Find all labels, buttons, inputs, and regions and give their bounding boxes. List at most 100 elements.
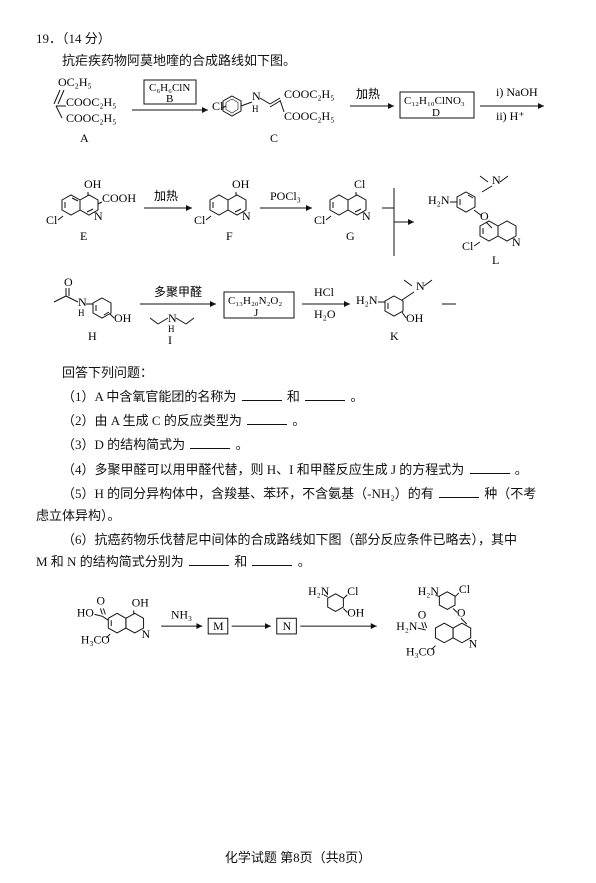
question-number: 19．（14 分） <box>36 28 560 50</box>
svg-text:B: B <box>166 93 173 105</box>
svg-text:HO: HO <box>77 606 94 619</box>
scheme4-svg: HO O OH H₃CO N NH₃ M N H₂N Cl OH <box>73 583 524 677</box>
arrow-A-to-C: C₆H₆ClN B <box>132 80 208 113</box>
compound-G: Cl Cl N G <box>314 177 371 243</box>
scheme-row-2: OH COOH Cl N E 加热 OH Cl N F POCl₃ <box>36 170 560 266</box>
svg-text:Cl: Cl <box>347 585 359 598</box>
svg-text:D: D <box>432 107 440 119</box>
svg-text:C: C <box>270 131 278 145</box>
svg-text:O: O <box>457 606 466 619</box>
svg-text:OH: OH <box>84 177 102 191</box>
svg-text:HCl: HCl <box>314 285 335 299</box>
svg-text:N: N <box>94 209 103 223</box>
compound-H: O N H OH H <box>54 275 132 343</box>
arrow-D-next: i) NaOH ii) H⁺ <box>480 85 544 123</box>
q1-blank-2[interactable] <box>305 389 345 401</box>
scheme-row-1: OC₂H₅ COOC₂H₅ COOC₂H₅ A C₆H₆ClN B Cl N H… <box>36 76 560 162</box>
q6-blank-1[interactable] <box>189 554 229 566</box>
q5-text-b: 种（不考 <box>484 486 536 501</box>
svg-text:COOC₂H₅: COOC₂H₅ <box>66 95 116 109</box>
svg-text:H₃CO: H₃CO <box>406 646 435 659</box>
q6-text-c: 和 <box>234 554 247 569</box>
svg-text:COOH: COOH <box>102 191 136 205</box>
svg-text:N: N <box>362 209 371 223</box>
q3-text-a: （3）D 的结构简式为 <box>62 437 185 452</box>
compound-J: C₁₃H₂₀N₂O₂ J <box>224 292 294 319</box>
q4-text-b: 。 <box>515 462 528 477</box>
svg-text:N: N <box>78 295 87 309</box>
svg-text:C₁₂H₁₀ClNO₃: C₁₂H₁₀ClNO₃ <box>404 95 465 107</box>
svg-text:H₂N: H₂N <box>417 585 439 598</box>
svg-text:F: F <box>226 229 233 243</box>
arrow-C-to-D: 加热 <box>350 87 394 109</box>
svg-text:Cl: Cl <box>354 177 366 191</box>
svg-text:多聚甲醛: 多聚甲醛 <box>154 284 202 299</box>
compound-A: OC₂H₅ COOC₂H₅ COOC₂H₅ A <box>54 76 116 145</box>
question-6-cont: M 和 N 的结构简式分别为 和 。 <box>36 551 560 573</box>
svg-text:加热: 加热 <box>154 189 178 203</box>
page-footer: 化学试题 第8页（共8页） <box>0 847 596 869</box>
svg-text:K: K <box>390 329 399 343</box>
arrow-F-to-G: POCl₃ <box>260 189 312 211</box>
svg-text:i) NaOH: i) NaOH <box>496 85 538 99</box>
svg-text:O: O <box>417 608 426 621</box>
q5-text-a: （5）H 的同分异构体中，含羧基、苯环，不含氨基（-NH₂）的有 <box>62 486 434 501</box>
svg-text:N: N <box>141 628 150 641</box>
svg-text:N: N <box>492 173 501 187</box>
svg-text:J: J <box>254 307 259 319</box>
q6-text-a: （6）抗癌药物乐伐替尼中间体的合成路线如下图（部分反应条件已略去），其中 <box>62 532 517 547</box>
compound-C: Cl N H COOC₂H₅ COOC₂H₅ C <box>212 87 334 145</box>
svg-text:Cl: Cl <box>462 239 474 253</box>
svg-text:ii) H⁺: ii) H⁺ <box>496 109 525 123</box>
arrow-J-to-K: HCl H₂O <box>302 285 350 321</box>
svg-text:N: N <box>168 311 177 325</box>
svg-text:COOC₂H₅: COOC₂H₅ <box>66 111 116 125</box>
svg-text:N: N <box>416 279 425 293</box>
q6-blank-2[interactable] <box>252 554 292 566</box>
scheme2-svg: OH COOH Cl N E 加热 OH Cl N F POCl₃ <box>36 170 560 266</box>
question-5-cont: 虑立体异构）。 <box>36 505 560 527</box>
svg-text:O: O <box>96 595 105 608</box>
svg-text:Cl: Cl <box>194 213 206 227</box>
q6-text-d: 。 <box>298 554 311 569</box>
svg-text:H: H <box>252 104 259 114</box>
scheme-row-4: HO O OH H₃CO N NH₃ M N H₂N Cl OH <box>36 583 560 677</box>
q4-blank[interactable] <box>470 461 510 473</box>
q2-text-a: （2）由 A 生成 C 的反应类型为 <box>62 413 242 428</box>
svg-text:OC₂H₅: OC₂H₅ <box>58 76 92 89</box>
q3-blank[interactable] <box>190 437 230 449</box>
q2-blank[interactable] <box>247 413 287 425</box>
svg-text:H₂O: H₂O <box>314 307 336 321</box>
svg-text:Cl: Cl <box>212 99 224 113</box>
question-5: （5）H 的同分异构体中，含羧基、苯环，不含氨基（-NH₂）的有 种（不考 <box>36 483 560 505</box>
q1-text-c: 。 <box>350 389 363 404</box>
svg-text:C₁₃H₂₀N₂O₂: C₁₃H₂₀N₂O₂ <box>228 295 282 307</box>
q4-text-a: （4）多聚甲醛可以用甲醛代替，则 H、I 和甲醛反应生成 J 的方程式为 <box>62 462 464 477</box>
q1-blank-1[interactable] <box>242 389 282 401</box>
label-M: M <box>213 620 224 633</box>
svg-text:NH₃: NH₃ <box>171 608 192 621</box>
arrow-N-to-product: H₂N Cl OH <box>300 585 376 629</box>
compound-F: OH Cl N F <box>194 177 251 243</box>
svg-text:N: N <box>512 235 521 249</box>
q6-text-b: M 和 N 的结构简式分别为 <box>36 554 184 569</box>
svg-text:OH: OH <box>114 311 132 325</box>
compound-start: HO O OH H₃CO N <box>77 595 151 647</box>
compound-D: C₁₂H₁₀ClNO₃ D <box>400 92 474 119</box>
svg-text:OH: OH <box>347 606 364 619</box>
q1-text-a: （1）A 中含氧官能团的名称为 <box>62 389 236 404</box>
q5-blank[interactable] <box>439 485 479 497</box>
arrow-H-to-J: 多聚甲醛 N H I <box>140 284 216 347</box>
svg-text:N: N <box>468 638 477 651</box>
svg-text:COOC₂H₅: COOC₂H₅ <box>284 109 334 123</box>
q2-text-b: 。 <box>292 413 305 428</box>
svg-text:OH: OH <box>232 177 250 191</box>
arrow-E-to-F: 加热 <box>144 189 192 211</box>
compound-K: H₂N OH N K <box>356 279 432 343</box>
question-2: （2）由 A 生成 C 的反应类型为 。 <box>36 410 560 432</box>
question-1: （1）A 中含氧官能团的名称为 和 。 <box>36 386 560 408</box>
svg-text:H: H <box>88 329 97 343</box>
svg-text:H: H <box>78 308 85 318</box>
arrow-start-to-M: NH₃ <box>161 608 202 629</box>
question-3: （3）D 的结构简式为 。 <box>36 434 560 456</box>
